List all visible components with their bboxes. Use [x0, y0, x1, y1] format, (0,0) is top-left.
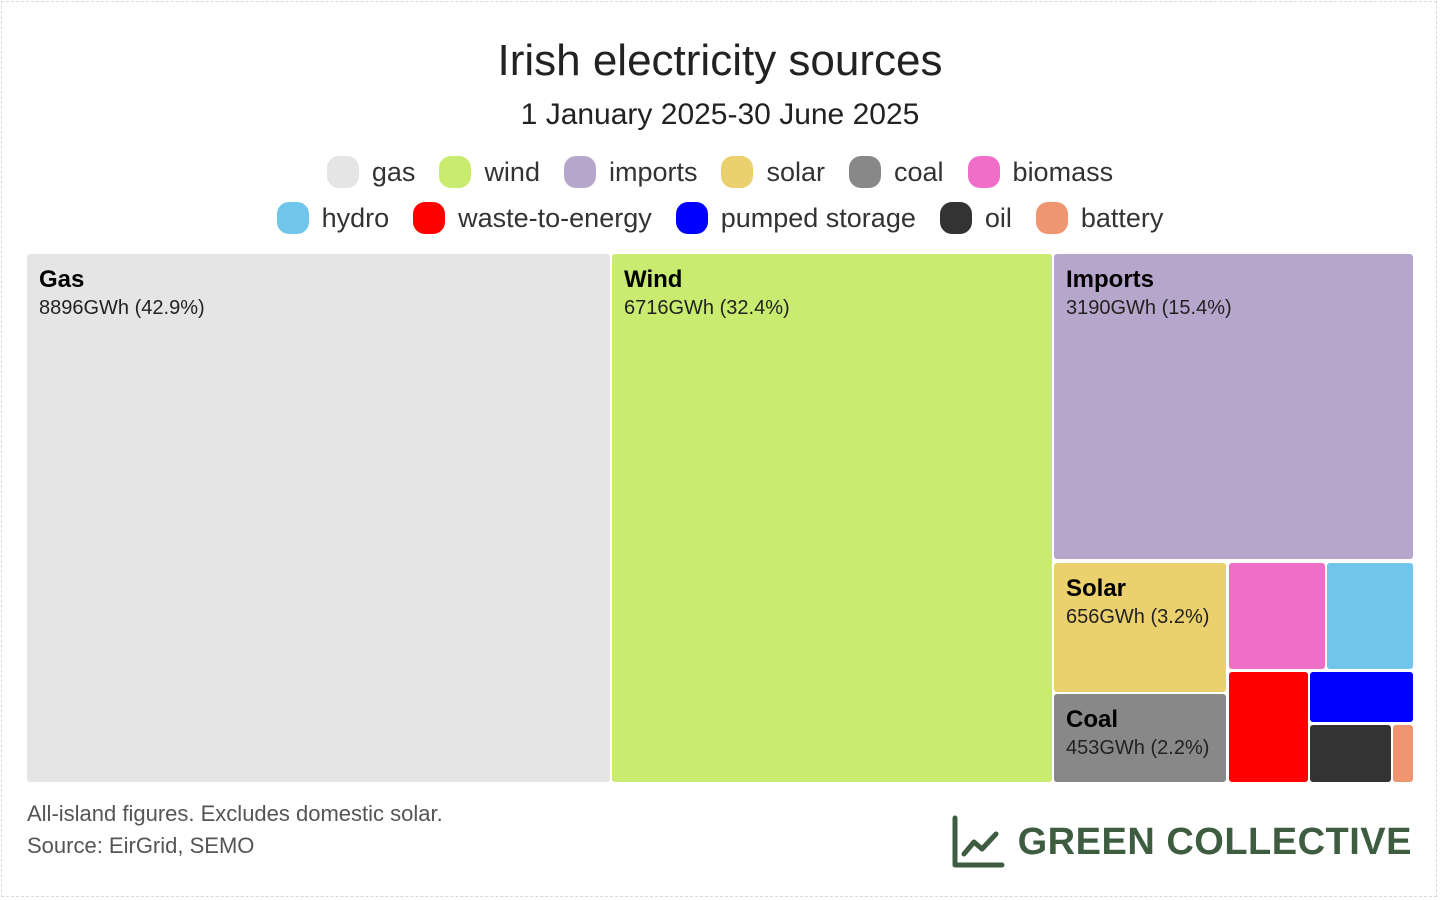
chart-title: Irish electricity sources	[497, 36, 943, 85]
cell-name: Imports	[1066, 266, 1155, 293]
cell-value-label: 8896GWh (42.9%)	[39, 297, 205, 319]
cell-value-label: 656GWh (3.2%)	[1066, 606, 1210, 628]
treemap-cell-battery[interactable]	[1393, 725, 1413, 782]
legend-item-biomass[interactable]: biomass	[967, 156, 1114, 188]
legend-row-2: hydro waste-to-energy pumped storage oil bat…	[0, 202, 1440, 234]
legend-label: imports	[608, 156, 698, 187]
legend-item-imports[interactable]: imports	[563, 156, 698, 188]
treemap-cell-waste-to-energy[interactable]	[1229, 672, 1308, 782]
cell-name: Coal	[1066, 706, 1119, 733]
legend-swatch	[849, 156, 882, 188]
legend-item-waste-to-energy[interactable]: waste-to-energy	[413, 202, 652, 234]
legend-swatch	[721, 156, 754, 188]
legend-item-gas[interactable]: gas	[326, 156, 416, 188]
legend-swatch	[439, 156, 472, 188]
brand-name: GREEN COLLECTIVE	[1017, 820, 1412, 863]
legend-item-oil[interactable]: oil	[939, 202, 1012, 234]
legend-label: waste-to-energy	[458, 202, 652, 233]
legend-label: oil	[984, 202, 1012, 233]
treemap-cell-hydro[interactable]	[1327, 563, 1413, 669]
cell-name: Wind	[624, 266, 683, 293]
legend-item-battery[interactable]: battery	[1035, 202, 1164, 234]
legend-swatch	[326, 156, 359, 188]
legend-label: gas	[371, 156, 416, 187]
cell-value-label: 6716GWh (32.4%)	[624, 297, 790, 319]
treemap-cell-imports[interactable]: Imports 3190GWh (15.4%)	[1054, 254, 1413, 559]
legend-item-wind[interactable]: wind	[439, 156, 540, 188]
footnote-source: Source: EirGrid, SEMO	[27, 833, 255, 858]
legend-swatch	[563, 156, 596, 188]
chart-subtitle: 1 January 2025-30 June 2025	[520, 98, 920, 131]
legend-row-1: gas wind imports solar coal biomass	[0, 156, 1440, 188]
legend-swatch	[413, 202, 446, 234]
cell-value-label: 3190GWh (15.4%)	[1066, 297, 1232, 319]
legend-label: solar	[766, 156, 826, 187]
legend-item-solar[interactable]: solar	[721, 156, 825, 188]
legend-label: hydro	[321, 202, 390, 233]
treemap-cell-pumped-storage[interactable]	[1310, 672, 1413, 722]
legend-item-hydro[interactable]: hydro	[276, 202, 390, 234]
legend-label: wind	[484, 156, 540, 187]
legend-label: biomass	[1012, 156, 1114, 187]
treemap-cell-oil[interactable]	[1310, 725, 1391, 782]
legend-swatch	[675, 202, 708, 234]
legend-label: pumped storage	[720, 202, 916, 233]
cell-name: Gas	[39, 266, 85, 293]
legend-swatch	[1035, 202, 1068, 234]
line-chart-icon	[952, 815, 1005, 868]
footnote-coverage: All-island figures. Excludes domestic so…	[27, 801, 443, 826]
legend-item-coal[interactable]: coal	[849, 156, 944, 188]
treemap-cell-biomass[interactable]	[1229, 563, 1325, 669]
legend-swatch	[967, 156, 1000, 188]
legend-swatch	[939, 202, 972, 234]
cell-value-label: 453GWh (2.2%)	[1066, 737, 1210, 759]
legend-label: coal	[894, 156, 944, 187]
treemap-cell-coal[interactable]: Coal 453GWh (2.2%)	[1054, 694, 1226, 782]
treemap-cell-gas[interactable]: Gas 8896GWh (42.9%)	[27, 254, 610, 782]
legend-item-pumped-storage[interactable]: pumped storage	[675, 202, 916, 234]
legend-label: battery	[1080, 202, 1164, 233]
treemap-cell-wind[interactable]: Wind 6716GWh (32.4%)	[612, 254, 1052, 782]
brand-logo: GREEN COLLECTIVE	[950, 814, 1412, 870]
legend-swatch	[276, 202, 309, 234]
cell-name: Solar	[1066, 575, 1127, 602]
treemap-cell-solar[interactable]: Solar 656GWh (3.2%)	[1054, 563, 1226, 692]
